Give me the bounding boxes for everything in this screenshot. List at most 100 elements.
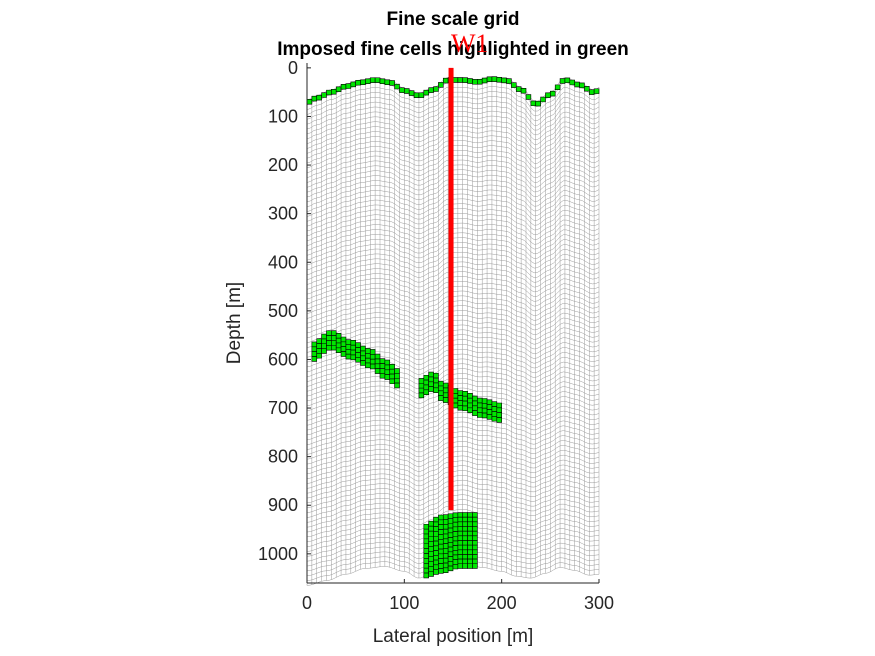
- imposed-cell: [433, 555, 439, 561]
- imposed-cell: [472, 558, 478, 565]
- imposed-cell: [394, 83, 400, 90]
- imposed-cell: [423, 89, 429, 96]
- imposed-cell: [472, 526, 478, 532]
- imposed-cell: [442, 387, 449, 394]
- y-tick-label: 1000: [258, 544, 298, 564]
- imposed-cell: [491, 76, 498, 82]
- imposed-cell: [447, 541, 454, 548]
- imposed-cell: [462, 512, 468, 518]
- imposed-cell: [501, 77, 507, 84]
- imposed-cell: [384, 369, 391, 375]
- imposed-cell: [447, 518, 454, 524]
- imposed-cell: [326, 345, 332, 351]
- imposed-cell: [428, 376, 434, 383]
- imposed-cell: [350, 354, 356, 361]
- imposed-cell: [438, 548, 444, 555]
- imposed-cell: [433, 545, 439, 551]
- imposed-cell: [462, 558, 468, 565]
- imposed-cell: [433, 377, 439, 384]
- imposed-cell: [316, 94, 322, 101]
- imposed-cell: [384, 364, 391, 371]
- chart-title-line-2: Imposed fine cells highlighted in green: [277, 39, 629, 60]
- imposed-cell: [457, 77, 464, 83]
- imposed-cell: [428, 87, 434, 93]
- imposed-cell: [423, 553, 429, 559]
- imposed-cell: [462, 549, 468, 555]
- imposed-cell: [316, 338, 322, 344]
- imposed-cell: [389, 373, 395, 380]
- imposed-cell: [374, 363, 381, 369]
- imposed-cell: [486, 399, 493, 405]
- imposed-cell: [452, 549, 459, 556]
- imposed-cell: [340, 336, 347, 343]
- imposed-cell: [311, 95, 318, 102]
- y-axis-label: Depth [m]: [224, 282, 245, 364]
- imposed-cell: [355, 347, 361, 353]
- imposed-cell: [438, 82, 444, 88]
- imposed-cell: [477, 402, 483, 409]
- imposed-cell: [452, 77, 459, 83]
- imposed-cell: [350, 349, 356, 356]
- imposed-cell: [350, 340, 356, 346]
- imposed-cell: [350, 81, 356, 88]
- y-tick-label: 900: [268, 495, 298, 515]
- imposed-cell: [423, 567, 429, 574]
- imposed-cell: [423, 538, 429, 545]
- grid-layer-line: [306, 508, 600, 533]
- imposed-cell: [438, 538, 444, 545]
- imposed-cell: [467, 554, 473, 560]
- imposed-cell: [467, 407, 473, 414]
- imposed-cell: [564, 77, 571, 84]
- imposed-cell: [486, 76, 493, 82]
- imposed-cell: [452, 517, 459, 523]
- imposed-cell: [472, 400, 478, 407]
- imposed-cell: [462, 395, 468, 402]
- imposed-cell: [452, 531, 459, 537]
- imposed-cell: [326, 330, 332, 336]
- imposed-cell: [452, 512, 459, 518]
- imposed-cell: [477, 412, 483, 418]
- imposed-cell: [462, 544, 468, 551]
- imposed-cell: [433, 564, 439, 570]
- imposed-cell: [452, 388, 459, 394]
- imposed-cell: [452, 540, 459, 546]
- imposed-cell: [418, 92, 425, 98]
- imposed-cell: [331, 335, 337, 341]
- imposed-cell: [418, 387, 425, 394]
- imposed-cell: [462, 521, 468, 527]
- imposed-cell: [438, 558, 444, 564]
- imposed-cell: [418, 392, 425, 399]
- imposed-cell: [481, 77, 488, 84]
- imposed-cell: [452, 559, 459, 565]
- imposed-cell: [365, 357, 371, 364]
- imposed-cell: [369, 77, 376, 83]
- imposed-cell: [467, 530, 473, 537]
- y-tick-label: 500: [268, 301, 298, 321]
- imposed-cell: [326, 89, 332, 96]
- imposed-cell: [438, 395, 444, 401]
- imposed-cell: [457, 526, 464, 532]
- imposed-cell: [433, 387, 439, 393]
- imposed-cell: [316, 348, 322, 354]
- imposed-cell: [438, 514, 444, 521]
- imposed-cell: [457, 521, 464, 527]
- imposed-cell: [374, 77, 381, 83]
- imposed-cell: [472, 544, 478, 551]
- imposed-cell: [433, 531, 439, 537]
- imposed-cell: [472, 554, 478, 560]
- imposed-cell: [311, 351, 318, 357]
- imposed-cell: [540, 96, 546, 103]
- imposed-cell: [438, 534, 444, 540]
- imposed-cell: [545, 92, 551, 98]
- imposed-cell: [408, 90, 415, 96]
- imposed-cell: [515, 86, 522, 92]
- imposed-cell: [442, 543, 449, 549]
- imposed-cell: [389, 368, 395, 375]
- imposed-cell: [345, 83, 352, 89]
- y-tick-label: 400: [268, 252, 298, 272]
- imposed-cell: [442, 548, 449, 554]
- imposed-cell: [496, 412, 502, 418]
- imposed-cell: [438, 529, 444, 535]
- imposed-cell: [481, 398, 488, 404]
